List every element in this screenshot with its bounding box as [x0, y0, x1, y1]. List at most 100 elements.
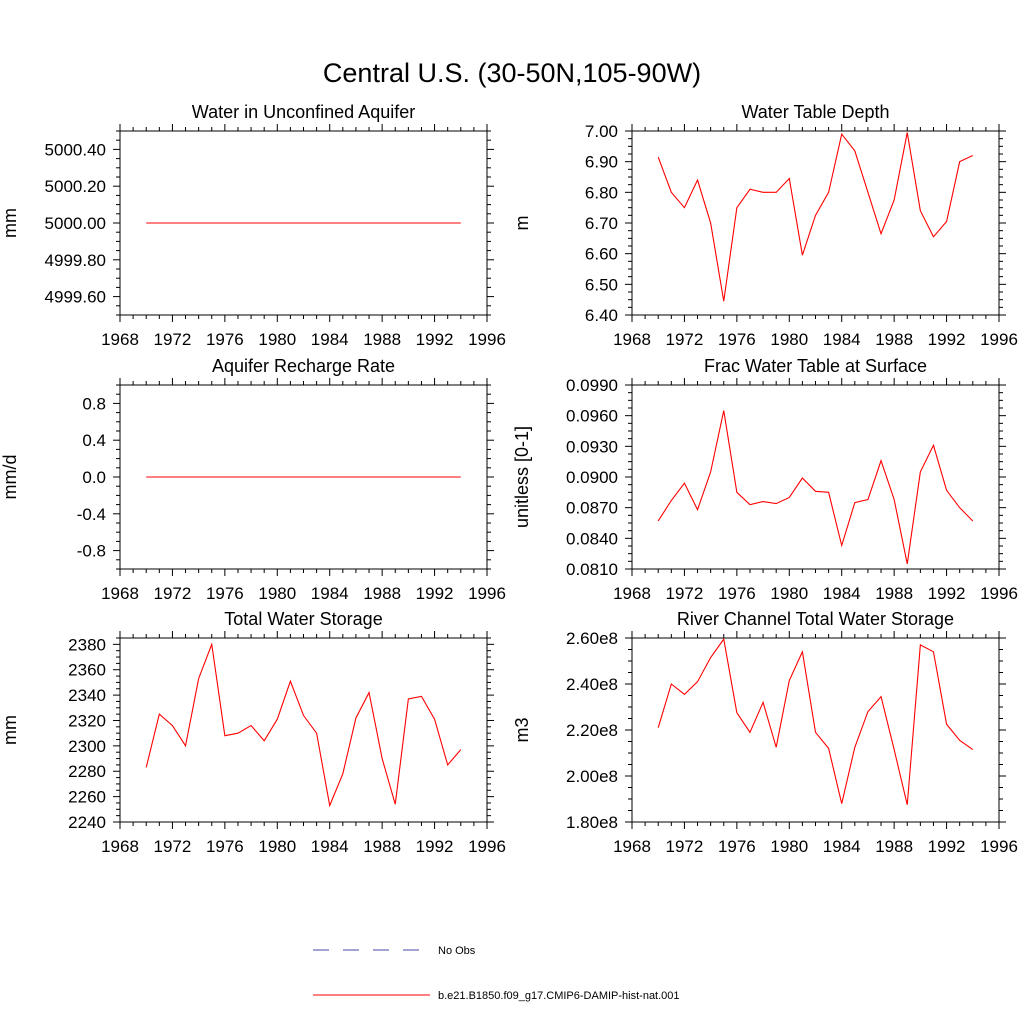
y-tick-label: 5000.40: [45, 140, 106, 159]
legend: No Obs b.e21.B1850.f09_g17.CMIP6-DAMIP-hi…: [313, 945, 680, 1002]
x-tick-label: 1968: [613, 837, 651, 856]
legend-label: No Obs: [438, 945, 476, 957]
y-axis-label: mm: [0, 208, 20, 238]
plot-frame: [631, 384, 1000, 570]
x-tick-label: 1976: [206, 330, 244, 349]
plot-frame: [631, 130, 1000, 316]
y-axis-label: m: [512, 216, 532, 231]
x-tick-label: 1972: [666, 584, 704, 603]
series-line: [657, 410, 974, 564]
x-tick-label: 1976: [206, 837, 244, 856]
x-tick-label: 1988: [875, 837, 913, 856]
x-tick-label: 1996: [468, 584, 506, 603]
x-tick-label: 1980: [770, 584, 808, 603]
x-tick-label: 1992: [416, 330, 454, 349]
x-tick-label: 1968: [613, 584, 651, 603]
panel-title: Water in Unconfined Aquifer: [192, 102, 415, 122]
y-tick-label: 2240: [68, 813, 106, 832]
y-axis-label: m3: [512, 717, 532, 742]
y-tick-label: 6.80: [585, 183, 618, 202]
y-tick-label: 2340: [68, 686, 106, 705]
x-tick-label: 1988: [875, 330, 913, 349]
x-tick-label: 1976: [718, 330, 756, 349]
legend-entry-1: No Obs: [313, 945, 476, 957]
x-tick-label: 1992: [928, 330, 966, 349]
panel-title: River Channel Total Water Storage: [677, 609, 954, 629]
x-tick-label: 1976: [718, 584, 756, 603]
x-tick-label: 1968: [101, 584, 139, 603]
y-tick-label: 0.0810: [566, 560, 618, 579]
x-tick-label: 1972: [154, 584, 192, 603]
x-tick-label: 1984: [311, 837, 349, 856]
y-tick-label: 2.00e8: [566, 767, 618, 786]
y-tick-label: 0.0960: [566, 407, 618, 426]
y-tick-label: 2.20e8: [566, 721, 618, 740]
y-tick-label: 1.80e8: [566, 813, 618, 832]
y-tick-label: 0.0900: [566, 468, 618, 487]
y-tick-label: 6.60: [585, 245, 618, 264]
x-tick-label: 1980: [258, 584, 296, 603]
x-tick-label: 1976: [718, 837, 756, 856]
y-tick-label: 0.8: [82, 394, 106, 413]
x-tick-label: 1972: [666, 330, 704, 349]
y-tick-label: 0.0990: [566, 376, 618, 395]
x-tick-label: 1996: [468, 837, 506, 856]
panels-group: Water in Unconfined Aquifer mm 1968 1972 197…: [0, 102, 1018, 856]
y-tick-label: 4999.60: [45, 288, 106, 307]
y-tick-label: -0.4: [77, 505, 106, 524]
x-tick-label: 1984: [311, 584, 349, 603]
panel-3: Aquifer Recharge Rate mm/d 1968 1972 1976 198…: [0, 356, 506, 603]
x-tick-label: 1984: [823, 837, 861, 856]
x-tick-label: 1996: [980, 584, 1018, 603]
y-tick-label: 6.70: [585, 214, 618, 233]
y-tick-label: 2300: [68, 737, 106, 756]
panel-4: Frac Water Table at Surface unitless [0-1…: [512, 356, 1018, 603]
y-axis-label: mm/d: [0, 455, 20, 500]
y-tick-label: 5000.00: [45, 214, 106, 233]
x-tick-label: 1988: [875, 584, 913, 603]
x-tick-label: 1968: [613, 330, 651, 349]
x-tick-label: 1980: [258, 837, 296, 856]
y-tick-label: 6.40: [585, 306, 618, 325]
y-axis-label: unitless [0-1]: [512, 426, 532, 528]
y-tick-label: 7.00: [585, 122, 618, 141]
y-tick-label: 5000.20: [45, 177, 106, 196]
y-tick-label: 6.50: [585, 275, 618, 294]
x-tick-label: 1984: [823, 330, 861, 349]
x-tick-label: 1996: [980, 837, 1018, 856]
x-tick-label: 1968: [101, 837, 139, 856]
series-line: [657, 132, 974, 302]
panel-5: Total Water Storage mm 1968 1972 1976 1980 198…: [0, 609, 506, 856]
x-tick-label: 1988: [363, 330, 401, 349]
y-tick-label: 2280: [68, 762, 106, 781]
x-tick-label: 1980: [770, 837, 808, 856]
y-tick-label: 6.90: [585, 153, 618, 172]
panel-1: Water in Unconfined Aquifer mm 1968 1972 197…: [0, 102, 506, 349]
y-tick-label: 2260: [68, 788, 106, 807]
x-tick-label: 1968: [101, 330, 139, 349]
panel-2: Water Table Depth m 1968 1972 1976 1980 1984 19…: [512, 102, 1018, 349]
x-tick-label: 1984: [823, 584, 861, 603]
panel-title: Total Water Storage: [224, 609, 382, 629]
y-tick-label: 0.0840: [566, 529, 618, 548]
y-tick-label: 0.4: [82, 431, 106, 450]
y-tick-label: -0.8: [77, 542, 106, 561]
y-tick-label: 0.0930: [566, 437, 618, 456]
x-tick-label: 1992: [928, 584, 966, 603]
y-axis-label: mm: [0, 715, 20, 745]
y-tick-label: 2380: [68, 635, 106, 654]
panel-title: Frac Water Table at Surface: [704, 356, 927, 376]
x-tick-label: 1988: [363, 584, 401, 603]
y-tick-label: 2.40e8: [566, 675, 618, 694]
legend-entry-2: b.e21.B1850.f09_g17.CMIP6-DAMIP-hist-nat…: [313, 990, 680, 1002]
series-line: [657, 637, 974, 805]
x-tick-label: 1992: [416, 837, 454, 856]
y-tick-label: 2320: [68, 711, 106, 730]
x-tick-label: 1988: [363, 837, 401, 856]
x-tick-label: 1972: [154, 330, 192, 349]
x-tick-label: 1996: [980, 330, 1018, 349]
x-tick-label: 1972: [154, 837, 192, 856]
figure-title: Central U.S. (30-50N,105-90W): [323, 58, 701, 88]
x-tick-label: 1976: [206, 584, 244, 603]
